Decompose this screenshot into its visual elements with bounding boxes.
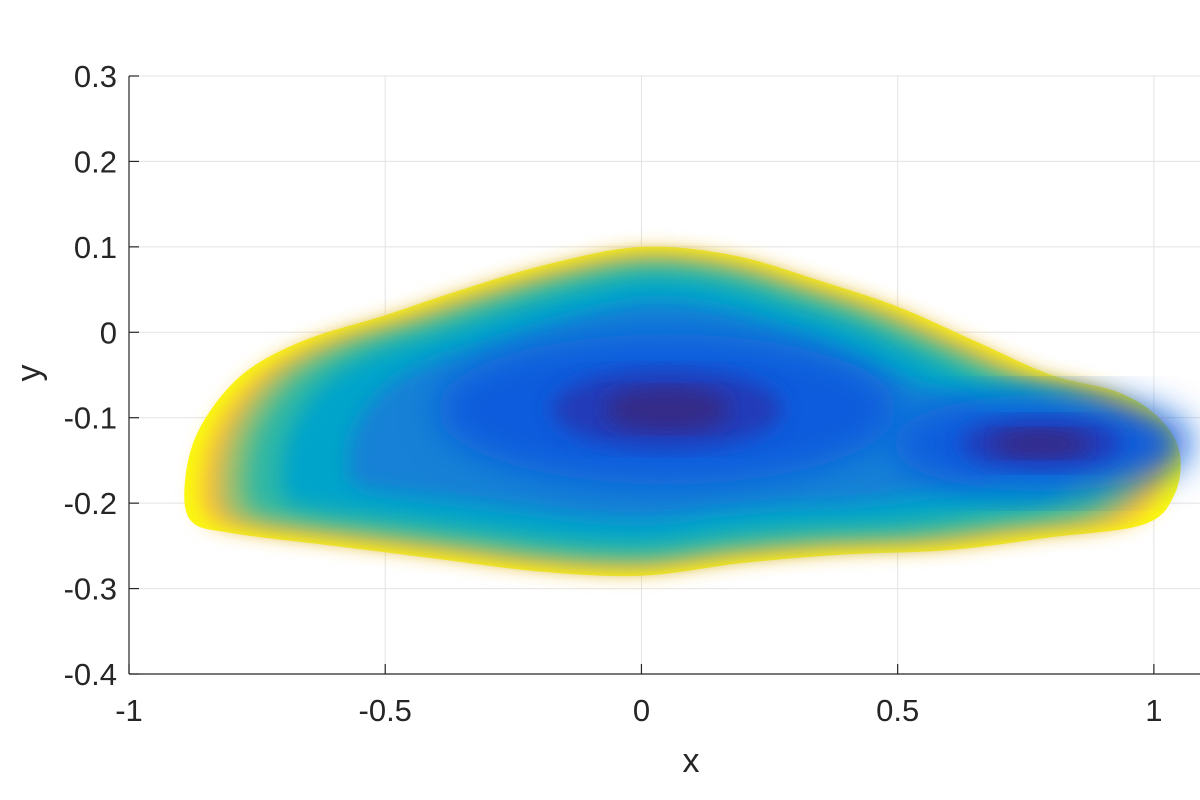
y-tick-label-4: 0	[100, 315, 117, 350]
x-tick-label-0: -1	[115, 693, 143, 728]
y-tick-label-5: 0.1	[74, 230, 117, 265]
y-tick-labels: -0.4 -0.3 -0.2 -0.1 0 0.1 0.2 0.3	[64, 59, 117, 692]
x-tick-label-3: 0.5	[876, 693, 919, 728]
y-tick-label-2: -0.2	[64, 486, 117, 521]
x-tick-label-4: 1	[1145, 693, 1162, 728]
y-tick-label-3: -0.1	[64, 401, 117, 436]
y-tick-label-1: -0.3	[64, 572, 117, 607]
x-tick-label-2: 0	[633, 693, 650, 728]
minimum-1	[993, 429, 1090, 458]
contour-field	[184, 246, 1192, 577]
minimum-0	[605, 387, 730, 432]
y-tick-label-6: 0.2	[74, 144, 117, 179]
x-tick-label-1: -0.5	[359, 693, 412, 728]
x-axis-label: x	[683, 742, 700, 780]
y-axis-label: y	[10, 365, 48, 382]
x-tick-labels: -1 -0.5 0 0.5 1	[115, 693, 1162, 728]
axes	[128, 75, 1200, 675]
y-tick-label-7: 0.3	[74, 59, 117, 94]
y-tick-label-0: -0.4	[64, 657, 117, 692]
